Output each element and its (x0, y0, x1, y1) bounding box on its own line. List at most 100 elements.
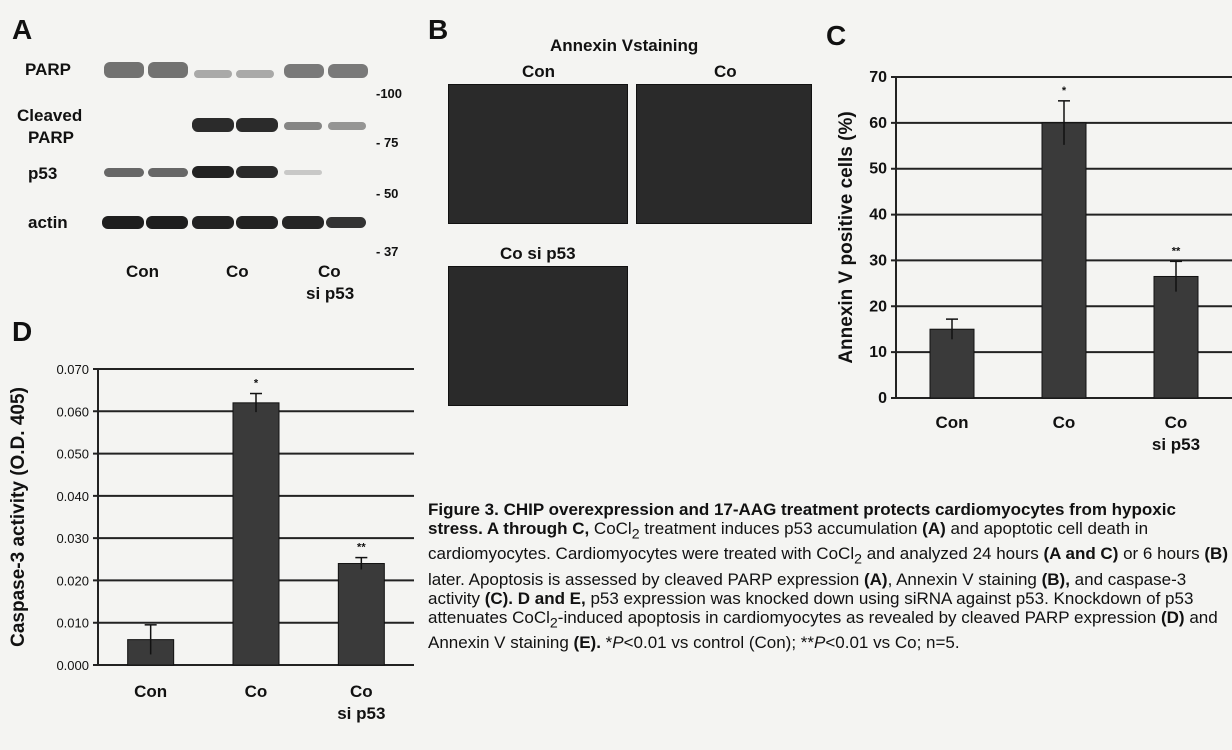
chart-annexin-v: 0 10 20 30 40 50 60 70 Annexin V positive cells … (836, 69, 1232, 454)
mw-marker-37: - 37 (376, 244, 399, 259)
panel-c-letter: C (826, 20, 847, 51)
caption-part8: and caspase-3 activity (428, 569, 1187, 608)
band-cleaved-4 (236, 118, 278, 132)
stain-label-co-si-p53: Co si p53 (500, 244, 576, 263)
y-axis-label: Caspase-3 activity (O.D. 405) (8, 387, 29, 647)
mw-marker-50: - 50 (376, 186, 399, 201)
caption-part1: CoCl (589, 519, 632, 538)
caption-ref-a2: (A) (863, 569, 888, 589)
y-tick-label: 70 (869, 69, 887, 86)
y-tick-label: 0.020 (56, 573, 89, 588)
panel-d-letter: D (12, 316, 33, 347)
lane-label-co: Co (226, 262, 249, 281)
band-actin-5 (282, 216, 324, 229)
x-category-label: Con (134, 682, 167, 701)
x-category-label: si p53 (1152, 435, 1200, 454)
band-parp-6 (328, 64, 368, 78)
stain-label-co: Co (714, 62, 737, 81)
stain-image-co-si-p53 (448, 266, 628, 406)
band-cleaved-3 (192, 118, 234, 132)
lane-label-con: Con (126, 262, 160, 281)
band-actin-1 (102, 216, 144, 229)
caption-part10: -induced apoptosis in cardiomyocytes as … (557, 607, 1161, 627)
band-parp-2 (148, 62, 188, 78)
panel-a-letter: A (12, 14, 33, 45)
caption-p-italic-2: P (814, 633, 826, 653)
bar-1 (232, 402, 280, 666)
x-category-label: si p53 (337, 704, 385, 723)
lane-label-si-p53: si p53 (306, 284, 355, 303)
blot-label-actin: actin (28, 213, 68, 232)
significance-marker-1: * (254, 378, 259, 390)
caption-ref-de: D and E, (513, 588, 586, 608)
significance-marker-2: ** (357, 542, 366, 554)
band-p53-1 (104, 168, 144, 177)
y-tick-label: 30 (869, 252, 887, 269)
mw-marker-100: -100 (376, 86, 403, 101)
band-p53-5 (284, 170, 322, 175)
caption-ref-b2: (B), (1041, 569, 1070, 589)
figure-caption: Figure 3. CHIP overexpression and 17-AAG… (428, 500, 1228, 652)
blot-label-parp: PARP (25, 60, 71, 79)
caption-ref-e: (E). (573, 633, 601, 653)
caption-p-italic-1: P (612, 633, 624, 653)
mw-marker-75: - 75 (376, 135, 399, 150)
x-category-label: Co (1053, 413, 1076, 432)
significance-marker-2: ** (1172, 245, 1181, 257)
chart-caspase-3: 0.000 0.010 0.020 0.030 0.040 0.050 0.060 0.070… (8, 362, 414, 723)
panel-b-letter: B (428, 14, 449, 45)
staining-title: Annexin Vstaining (550, 36, 699, 55)
y-tick-label: 0.000 (56, 658, 89, 673)
caption-part5: or 6 hours (1118, 544, 1205, 564)
bar-2 (337, 563, 385, 666)
caption-part6: later. Apoptosis is assessed by cleaved … (428, 569, 864, 589)
band-p53-2 (148, 168, 188, 177)
western-blot-image (96, 44, 376, 249)
x-category-label: Con (935, 413, 968, 432)
y-tick-label: 50 (869, 161, 887, 178)
stain-image-con (448, 84, 628, 224)
band-p53-4 (236, 166, 278, 178)
y-tick-label: 0.040 (56, 489, 89, 504)
significance-marker-1: * (1062, 85, 1067, 97)
y-tick-label: 0.030 (56, 531, 89, 546)
band-actin-4 (236, 216, 278, 229)
caption-part3: and apoptotic cell death in cardiomyocyt… (428, 519, 1149, 564)
caption-part2: treatment induces p53 accumulation (639, 519, 923, 538)
x-category-label: Co (350, 682, 373, 701)
caption-part11: and Annexin V staining (428, 607, 1218, 653)
y-tick-label: 40 (869, 207, 887, 224)
bar-1 (1041, 122, 1087, 399)
caption-ref-a: (A) (922, 519, 946, 538)
y-tick-label: 20 (869, 298, 887, 315)
band-actin-6 (326, 217, 366, 228)
caption-part13: <0.01 vs control (Con); ** (623, 633, 815, 653)
caption-ref-ac: (A and C) (1043, 544, 1119, 564)
y-tick-label: 0.050 (56, 447, 89, 462)
caption-part4: and analyzed 24 hours (861, 544, 1044, 564)
caption-sub-2c: 2 (549, 615, 558, 632)
band-parp-4 (236, 70, 274, 78)
band-cleaved-5 (284, 122, 322, 130)
band-parp-3 (194, 70, 232, 78)
caption-sub-2b: 2 (854, 551, 862, 568)
y-tick-label: 60 (869, 115, 887, 132)
caption-ref-d: (D) (1160, 607, 1185, 627)
bar-2 (1153, 275, 1199, 399)
caption-ref-b: (B) (1204, 544, 1228, 564)
caption-part9: p53 expression was knocked down using si… (428, 588, 1194, 627)
y-tick-label: 0.060 (56, 404, 89, 419)
blot-label-cleaved-parp: PARP (28, 128, 74, 147)
y-tick-label: 0.010 (56, 616, 89, 631)
band-cleaved-6 (328, 122, 366, 130)
band-p53-3 (192, 166, 234, 178)
caption-part14: <0.01 vs Co; n=5. (825, 633, 960, 653)
caption-part12: * (600, 633, 613, 653)
band-actin-2 (146, 216, 188, 229)
caption-sub-2a: 2 (631, 526, 640, 543)
y-tick-label: 0.070 (56, 362, 89, 377)
y-axis-label: Annexin V positive cells (%) (836, 111, 857, 363)
blot-label-p53: p53 (28, 164, 58, 183)
bar-0 (929, 328, 975, 399)
lane-label-co-si: Co (318, 262, 341, 281)
